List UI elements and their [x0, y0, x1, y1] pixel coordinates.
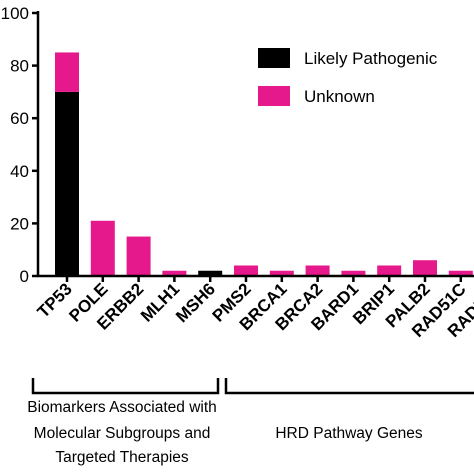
y-tick-label: 20 — [10, 214, 29, 233]
y-tick-label: 80 — [10, 57, 29, 76]
group-bracket-1 — [224, 378, 474, 395]
group-label-line: Targeted Therapies — [55, 449, 189, 466]
x-tick-label: MLH1 — [137, 279, 183, 325]
axes-layer: 0 20 40 60 80 100 — [1, 4, 474, 286]
y-tick-label: 100 — [1, 4, 29, 23]
group-bracket-0 — [31, 378, 220, 395]
group-label-line: Biomarkers Associated with — [27, 399, 217, 416]
bar-erbb2-series-1 — [126, 236, 151, 276]
y-tick-label: 0 — [20, 267, 29, 286]
legend-label: Unknown — [304, 87, 375, 106]
bar-pms2-series-1 — [234, 265, 258, 276]
bar-rad51c-series-1 — [448, 270, 473, 276]
bar-mlh1-series-1 — [162, 270, 187, 276]
x-tick-labels: TP53POLEERBB2MLH1MSH6PMS2BRCA1BRCA2BARD1… — [34, 279, 474, 341]
group-label-line: HRD Pathway Genes — [275, 425, 423, 442]
bar-brca2-series-1 — [305, 265, 330, 276]
bar-tp53-series-0 — [55, 91, 79, 277]
y-tick-label: 40 — [10, 162, 29, 181]
legend: Likely Pathogenic Unknown — [258, 48, 438, 106]
bar-bard1-series-1 — [341, 270, 366, 276]
bar-brca1-series-1 — [269, 270, 294, 276]
bar-palb2-series-1 — [413, 260, 437, 276]
bars-layer — [55, 52, 473, 277]
y-tick-label: 60 — [10, 109, 29, 128]
legend-label: Likely Pathogenic — [304, 49, 438, 68]
x-tick-label: MSH6 — [172, 279, 219, 326]
bar-msh6-series-0 — [198, 270, 223, 276]
group-brackets: Biomarkers Associated with Molecular Subg… — [27, 378, 474, 466]
legend-swatch-1 — [258, 86, 290, 106]
bar-pole-series-1 — [90, 220, 115, 276]
bar-tp53-series-1 — [55, 52, 79, 92]
bar-brip1-series-1 — [377, 265, 402, 276]
legend-swatch-0 — [258, 48, 290, 68]
group-label-line: Molecular Subgroups and — [34, 425, 211, 442]
